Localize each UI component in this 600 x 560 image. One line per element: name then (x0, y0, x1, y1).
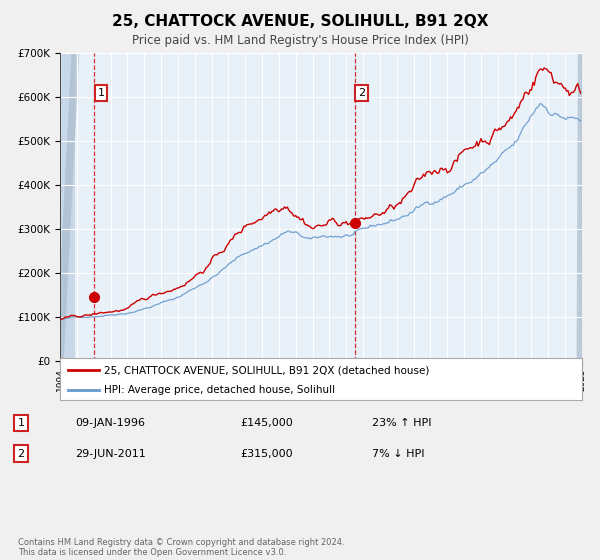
Text: 23% ↑ HPI: 23% ↑ HPI (372, 418, 431, 428)
Text: 09-JAN-1996: 09-JAN-1996 (75, 418, 145, 428)
Text: 25, CHATTOCK AVENUE, SOLIHULL, B91 2QX: 25, CHATTOCK AVENUE, SOLIHULL, B91 2QX (112, 14, 488, 29)
Text: 29-JUN-2011: 29-JUN-2011 (75, 449, 146, 459)
Text: 1: 1 (98, 88, 104, 98)
Bar (60, 53, 76, 361)
Bar (581, 53, 582, 361)
Text: 1: 1 (17, 418, 25, 428)
Text: Contains HM Land Registry data © Crown copyright and database right 2024.
This d: Contains HM Land Registry data © Crown c… (18, 538, 344, 557)
Text: 2: 2 (17, 449, 25, 459)
Text: Price paid vs. HM Land Registry's House Price Index (HPI): Price paid vs. HM Land Registry's House … (131, 34, 469, 46)
Text: £315,000: £315,000 (240, 449, 293, 459)
Text: £145,000: £145,000 (240, 418, 293, 428)
Text: 25, CHATTOCK AVENUE, SOLIHULL, B91 2QX (detached house): 25, CHATTOCK AVENUE, SOLIHULL, B91 2QX (… (104, 365, 430, 375)
Text: 7% ↓ HPI: 7% ↓ HPI (372, 449, 425, 459)
Text: 2: 2 (358, 88, 365, 98)
Text: HPI: Average price, detached house, Solihull: HPI: Average price, detached house, Soli… (104, 385, 335, 395)
